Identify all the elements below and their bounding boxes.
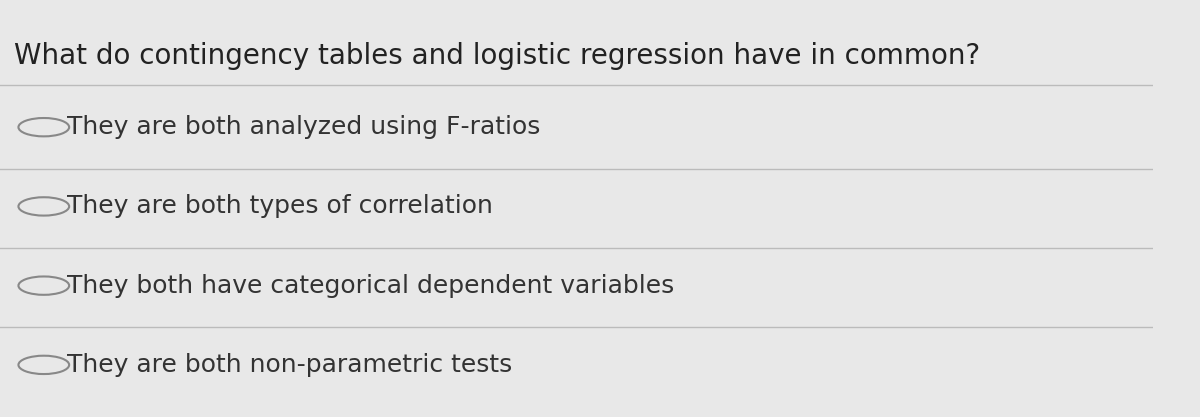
Text: They are both non-parametric tests: They are both non-parametric tests xyxy=(67,353,512,377)
Text: They are both types of correlation: They are both types of correlation xyxy=(67,194,493,219)
Text: They both have categorical dependent variables: They both have categorical dependent var… xyxy=(67,274,674,298)
Text: They are both analyzed using F-ratios: They are both analyzed using F-ratios xyxy=(67,115,540,139)
Text: What do contingency tables and logistic regression have in common?: What do contingency tables and logistic … xyxy=(14,42,980,70)
